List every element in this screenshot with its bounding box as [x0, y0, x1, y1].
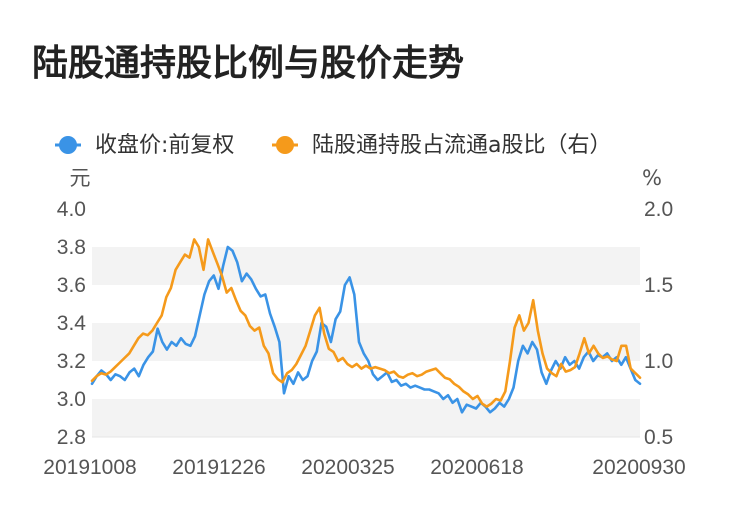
left-tick-label: 2.8 — [57, 426, 86, 449]
series-line-0 — [90, 245, 642, 414]
grid-bands — [92, 247, 640, 437]
right-tick-label: 2.0 — [644, 198, 673, 221]
x-tick-label: 20191226 — [172, 456, 265, 479]
grid-band-0 — [92, 247, 640, 285]
legend-marker-0 — [59, 136, 77, 154]
x-tick-label: 20200325 — [301, 456, 394, 479]
series-line-1 — [90, 238, 642, 408]
legend-label-0: 收盘价:前复权 — [95, 133, 234, 158]
right-tick-label: 1.5 — [644, 274, 673, 297]
left-axis-unit: 元 — [70, 166, 91, 190]
x-tick-label: 20200930 — [592, 456, 685, 479]
right-tick-label: 0.5 — [644, 426, 673, 449]
left-axis-ticks: 2.8 3.0 3.2 3.4 3.6 3.8 4.0 — [57, 198, 87, 449]
right-axis-ticks: 0.5 1.0 1.5 2.0 — [644, 198, 673, 449]
left-tick-label: 3.6 — [57, 274, 86, 297]
x-axis-ticks: 20191008 20191226 20200325 20200618 20200930 — [43, 456, 685, 479]
chart-title: 陆股通持股比例与股价走势 — [32, 43, 465, 84]
legend-marker-1 — [276, 136, 294, 154]
left-tick-label: 3.0 — [57, 388, 86, 411]
series-layer — [90, 238, 642, 414]
left-tick-label: 4.0 — [57, 198, 86, 221]
right-tick-label: 1.0 — [644, 350, 673, 373]
x-tick-label: 20191008 — [43, 456, 136, 479]
legend-label-1: 陆股通持股占流通a股比（右） — [312, 133, 611, 158]
right-axis-unit: % — [642, 166, 662, 190]
x-tick-label: 20200618 — [430, 456, 523, 479]
left-tick-label: 3.4 — [57, 312, 87, 335]
left-tick-label: 3.8 — [57, 236, 86, 259]
grid-band-2 — [92, 399, 640, 437]
left-tick-label: 3.2 — [57, 350, 86, 373]
legend: 收盘价:前复权 陆股通持股占流通a股比（右） — [55, 133, 611, 158]
